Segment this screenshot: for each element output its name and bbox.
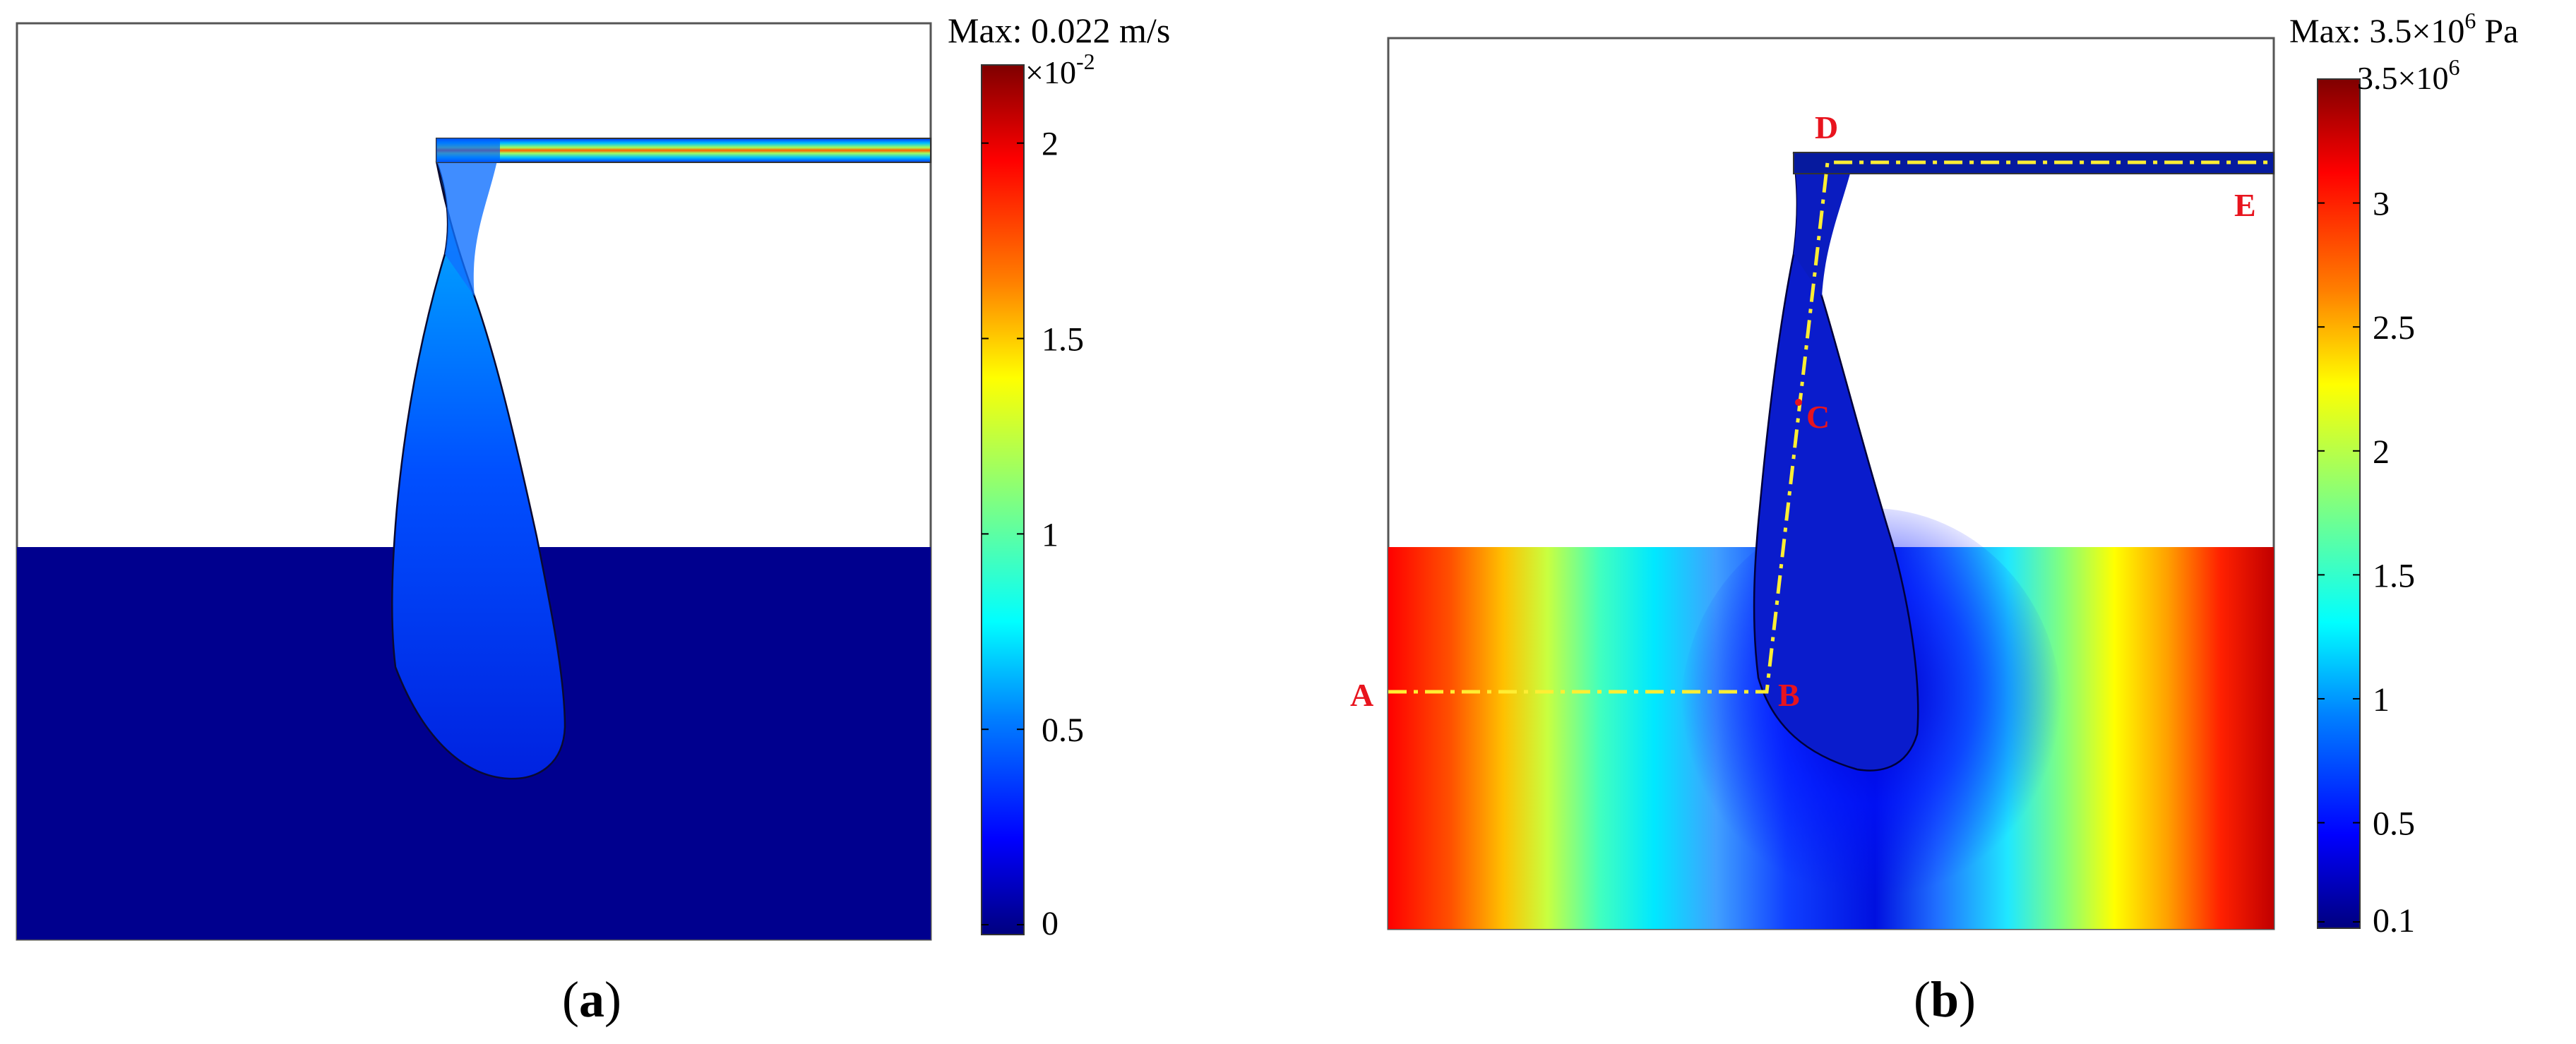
panel-a-channel: [436, 138, 931, 163]
panel-a-colorbar-ticks: 2 1.5 1 0.5 0: [982, 126, 1084, 942]
panel-a-colorbar: [981, 64, 1025, 935]
colorbar-tick-label: 1: [2373, 681, 2390, 719]
colorbar-tick-label: 0.5: [2373, 805, 2415, 843]
colorbar-tick-label: 0: [1042, 905, 1059, 942]
panel-a-scale-factor: ×10-2: [1025, 49, 1095, 90]
panel-a-nozzle-neck: [436, 161, 497, 296]
panel-a-channel-inlet: [436, 138, 500, 162]
panel-a-max-text: Max: 0.022 m/s: [948, 11, 1170, 50]
panel-b-colorbar-top-label: 3.5×106: [2357, 54, 2459, 96]
point-label-a: A: [1350, 677, 1373, 713]
colorbar-tick-label: 2: [2373, 433, 2390, 471]
panel-b-point-c-marker: [1795, 399, 1802, 406]
colorbar-tick-label: 2.5: [2373, 309, 2415, 347]
panel-a-label: (a): [562, 971, 621, 1028]
panel-b: A B C D E 3 2.5 2 1.5 1 0.5 0.1 Max: 3.5×106 Pa 3.…: [1350, 8, 2518, 1028]
panel-b-sample-path: [1388, 160, 2274, 694]
panel-b-colorbar: [2317, 78, 2361, 929]
point-label-d: D: [1815, 109, 1838, 145]
panel-a-droplet: [390, 160, 566, 780]
panel-a: 2 1.5 1 0.5 0 Max: 0.022 m/s ×10-2 (a): [16, 11, 1170, 1028]
point-label-e: E: [2234, 187, 2256, 223]
panel-b-nozzle-neck: [1794, 152, 1856, 296]
colorbar-tick-label: 1.5: [2373, 557, 2415, 594]
colorbar-tick-label: 1: [1042, 516, 1059, 553]
point-label-c: C: [1806, 399, 1830, 435]
panel-b-colorbar-ticks: 3 2.5 2 1.5 1 0.5 0.1: [2318, 186, 2415, 940]
colorbar-tick-label: 3: [2373, 186, 2390, 223]
colorbar-tick-label: 0.1: [2373, 902, 2415, 940]
panel-b-point-labels: A B C D E: [1350, 109, 2256, 713]
panel-b-max-text: Max: 3.5×106 Pa: [2289, 8, 2518, 50]
panel-b-droplet: [1753, 152, 1919, 772]
colorbar-tick-label: 0.5: [1042, 712, 1084, 749]
point-label-b: B: [1778, 677, 1800, 713]
panel-b-label: (b): [1914, 971, 1976, 1028]
colorbar-tick-label: 2: [1042, 126, 1059, 163]
colorbar-tick-label: 1.5: [1042, 321, 1084, 359]
